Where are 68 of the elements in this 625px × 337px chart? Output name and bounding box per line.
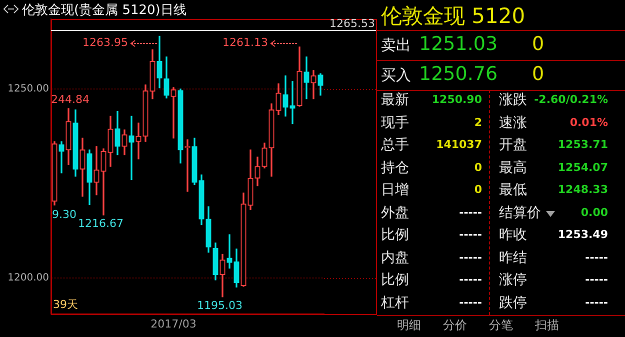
text: 0.00 (580, 206, 608, 218)
text: 2 (474, 116, 482, 128)
y-tick-label: 1200.00 (8, 272, 49, 284)
text: 伦敦金现 5120 (381, 3, 526, 30)
text: 分价 (443, 317, 467, 334)
text: ----- (459, 273, 482, 286)
text: 涨跌 (499, 91, 527, 109)
text: 0.01% (570, 116, 608, 128)
y-tick-label: 1250.00 (8, 84, 49, 95)
text: 0 (474, 183, 482, 196)
text: 0 (474, 160, 482, 174)
text: ----- (459, 250, 482, 264)
annotation: 1216.67 (78, 216, 124, 230)
text: -2.60/0.21% (534, 93, 608, 106)
text: 外盘 (381, 204, 409, 222)
candlestick (136, 122, 142, 160)
text: 开盘 (499, 136, 527, 154)
annotation: 39天 (53, 298, 78, 311)
candlestick (226, 234, 232, 269)
ref-line-label: 1265.53 (330, 16, 375, 30)
text: 现手 (381, 114, 409, 132)
text: 速涨 (499, 114, 527, 132)
text: 扫描 (535, 317, 559, 334)
x-tick-label: 2017/03 (150, 317, 196, 330)
chart-title: 伦敦金现(贵金属 5120)日线 (22, 2, 186, 19)
text: 1253.71 (558, 138, 608, 151)
candlestick (170, 87, 176, 138)
text: 比例 (381, 226, 409, 244)
text: 总手 (381, 136, 409, 154)
text: ----- (459, 296, 482, 308)
text: 1250.90 (432, 93, 482, 106)
text: 内盘 (381, 248, 409, 266)
text: ----- (585, 273, 608, 286)
text: 1250.76 (419, 63, 498, 85)
text: 明细 (397, 317, 421, 334)
candlestick (58, 141, 64, 174)
text: 1251.03 (419, 33, 498, 55)
text: 涨停 (499, 271, 527, 289)
text: 卖出 (381, 36, 411, 55)
text: 比例 (381, 271, 409, 289)
text: 0 (532, 63, 544, 85)
text: 最低 (499, 181, 527, 199)
annotation: 1261.13 (222, 36, 268, 49)
text: 结算价 (499, 204, 541, 222)
text: 分笔 (489, 317, 513, 334)
text: 最高 (499, 158, 527, 176)
text: 1253.49 (558, 228, 608, 241)
text: 141037 (436, 138, 482, 151)
text: 日增 (381, 181, 409, 199)
text: 买入 (381, 66, 411, 85)
annotation: 1263.95 (82, 36, 128, 49)
text: ----- (585, 296, 608, 308)
text: 持仓 (381, 158, 409, 176)
text: 0 (532, 33, 544, 55)
text: 1248.33 (558, 183, 608, 196)
text: 1254.07 (558, 160, 608, 174)
text: 最新 (381, 91, 409, 109)
text: 昨结 (499, 248, 527, 266)
text: ----- (585, 250, 608, 264)
annotation: 9.30 (52, 208, 76, 221)
candlestick (128, 116, 134, 180)
text: 跌停 (499, 294, 527, 312)
text: ----- (459, 206, 482, 218)
text: 昨收 (499, 226, 527, 244)
annotation: 1195.03 (197, 298, 242, 312)
text: 杠杆 (381, 294, 409, 312)
text: ----- (459, 228, 482, 241)
candlestick (184, 139, 190, 192)
